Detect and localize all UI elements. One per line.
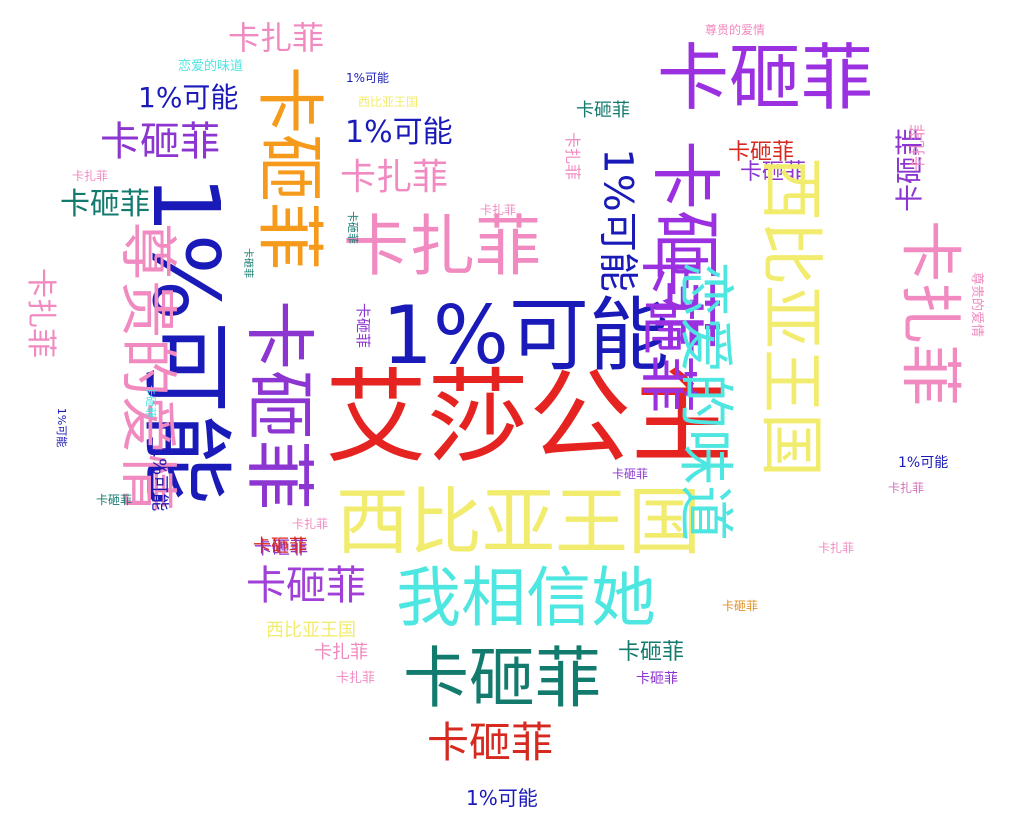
word: 卡扎菲	[480, 203, 517, 217]
word: 卡扎菲	[340, 157, 449, 198]
word: 恋爱的味道	[672, 261, 737, 541]
word: 卡砸菲	[144, 385, 157, 418]
word: 卡扎菲	[908, 123, 928, 173]
word: 西比亚王国	[336, 480, 701, 565]
word: 卡扎菲	[888, 481, 925, 495]
word: 艾莎公主	[325, 359, 733, 478]
word: 卡砸菲	[657, 36, 874, 120]
word: 卡扎菲	[336, 671, 376, 686]
word: 尊贵的爱情	[705, 23, 766, 37]
word: 卡扎菲	[894, 219, 968, 407]
word: 1%可能	[345, 115, 453, 150]
word: 卡砸菲	[740, 160, 807, 185]
word: 我相信她	[396, 561, 657, 636]
word: 尊贵的爱情	[969, 271, 985, 338]
word: 卡砸菲	[427, 718, 554, 767]
word: 1%可能	[138, 81, 239, 114]
word: 1%可能	[898, 455, 949, 471]
word: 卡砸菲	[238, 300, 320, 510]
word: 卡砸菲	[722, 599, 759, 613]
word: 1%可能	[594, 148, 641, 292]
word: 西比亚王国	[266, 620, 356, 641]
word: 卡扎菲	[563, 131, 583, 181]
word: 卡砸菲	[96, 493, 133, 507]
word: 卡扎菲	[292, 517, 329, 531]
word: 卡砸菲	[403, 640, 601, 717]
word: 卡扎菲	[72, 169, 109, 183]
word: 西比亚王国	[753, 157, 827, 477]
word: 西比亚王国	[358, 95, 419, 109]
word: 卡砸菲	[242, 248, 253, 278]
word: 卡砸菲	[60, 187, 150, 222]
word: 卡砸菲	[636, 671, 678, 687]
word: 卡砸菲	[612, 467, 649, 481]
word: 卡扎菲	[314, 642, 368, 663]
word: 卡砸菲	[354, 302, 373, 349]
word: 卡砸菲	[618, 640, 685, 665]
word: 卡砸菲	[246, 563, 366, 609]
word: 卡砸菲	[253, 536, 307, 557]
word: 卡扎菲	[818, 541, 855, 555]
word: 卡扎菲	[23, 268, 58, 358]
word: 卡扎菲	[343, 208, 541, 285]
word: 1%可能	[466, 786, 538, 810]
word: 卡砸菲	[576, 100, 630, 121]
word: 卡砸菲	[100, 119, 220, 165]
word: 卡砸菲	[728, 140, 795, 165]
word: 1%可能	[148, 446, 170, 512]
word: 1%可能	[346, 71, 390, 85]
word: 卡砸菲	[254, 538, 308, 559]
word: 卡砸菲	[346, 211, 359, 244]
word: 恋爱的味道	[178, 59, 244, 74]
word: 卡砸菲	[249, 65, 329, 271]
word: 1%可能	[382, 289, 669, 382]
word: 1%可能	[55, 407, 69, 448]
word: 卡扎菲	[228, 19, 325, 57]
